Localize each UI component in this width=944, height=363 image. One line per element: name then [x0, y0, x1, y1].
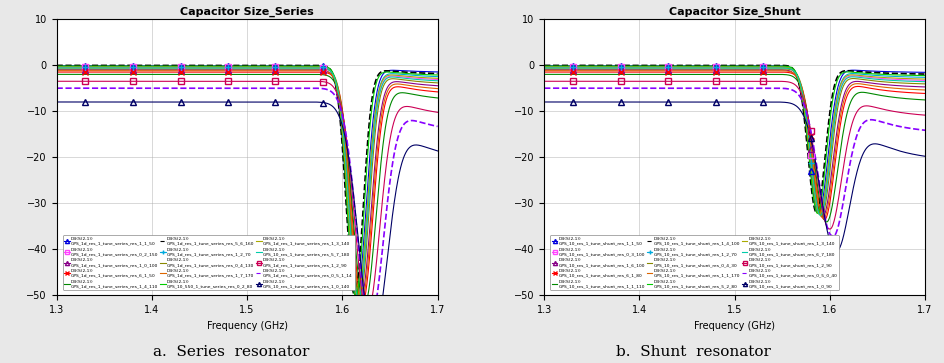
X-axis label: Frequency (GHz): Frequency (GHz) — [207, 321, 288, 331]
Title: Capacitor Size_Series: Capacitor Size_Series — [180, 7, 314, 17]
Title: Capacitor Size_Shunt: Capacitor Size_Shunt — [668, 7, 801, 17]
Legend: DB(S(2,1))
GPS_10_res_1_tune_shunt_res_1_1_50, DB(S(2,1))
GPS_10_res_1_tune_shun: DB(S(2,1)) GPS_10_res_1_tune_shunt_res_1… — [550, 235, 839, 290]
Legend: DB(S(2,1))
GPS_1d_res_1_tune_series_res_1_1_50, DB(S(2,1))
GPS_1d_res_1_tune_ser: DB(S(2,1)) GPS_1d_res_1_tune_series_res_… — [62, 235, 355, 290]
Text: a.  Series  resonator: a. Series resonator — [153, 345, 310, 359]
X-axis label: Frequency (GHz): Frequency (GHz) — [694, 321, 775, 331]
Text: b.  Shunt  resonator: b. Shunt resonator — [616, 345, 771, 359]
